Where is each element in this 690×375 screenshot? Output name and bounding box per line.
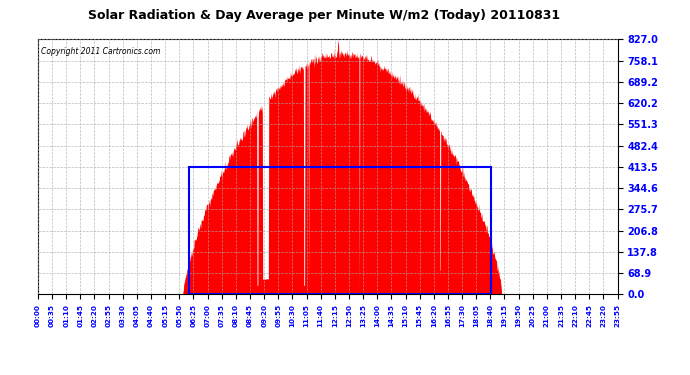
Text: Copyright 2011 Cartronics.com: Copyright 2011 Cartronics.com <box>41 47 160 56</box>
Bar <box>189 167 491 294</box>
Text: Solar Radiation & Day Average per Minute W/m2 (Today) 20110831: Solar Radiation & Day Average per Minute… <box>88 9 560 22</box>
